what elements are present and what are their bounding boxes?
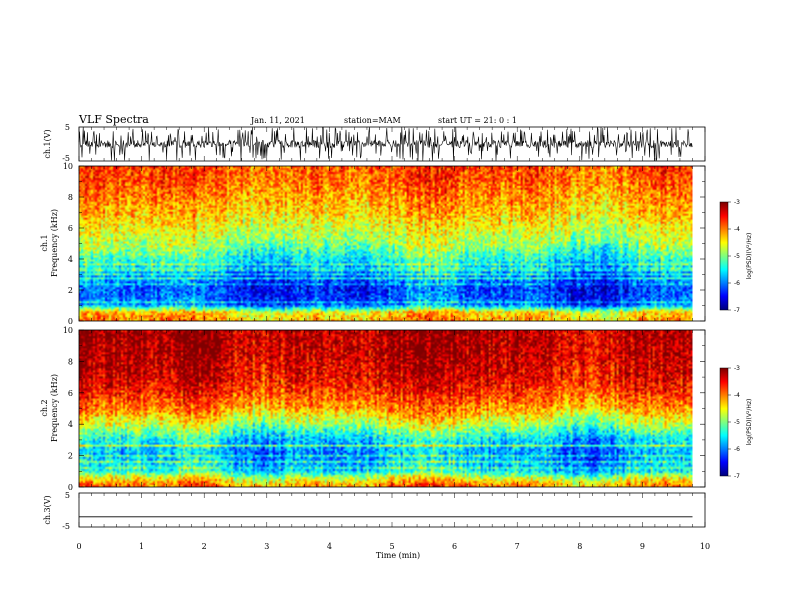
- ch2-colorbar-tick-label: -6: [734, 446, 740, 453]
- ch2-spec-ytick-label: 6: [68, 389, 73, 398]
- x-tick-label: 9: [640, 542, 645, 551]
- ch2-colorbar: -3 -4 -5 -6 -7 log(PSD)(V²/Hz): [719, 365, 753, 480]
- ch3-waveform-panel: 5 -5 ch.3(V): [43, 491, 706, 531]
- ch2-spec-ylabel-frequency: Frequency (kHz): [50, 374, 59, 442]
- ch1-colorbar-image: [720, 202, 728, 310]
- ch1-ylabel: ch.1(V): [43, 129, 52, 158]
- ch2-spec-ylabel-channel: ch.2: [40, 399, 49, 416]
- station-label: station=MAM: [344, 116, 401, 125]
- ch1-spectrogram-panel: 0 2 4 6 8 10 ch.1 Frequency (kHz) -3 -4 -5 -6 -7 …: [40, 162, 753, 326]
- ch2-spec-ytick-label: 2: [68, 452, 73, 461]
- x-tick-label: 10: [700, 542, 710, 551]
- ch1-ytick-top: 5: [65, 123, 70, 132]
- ch1-waveform-line: [78, 126, 693, 161]
- ch1-spec-ylabel-frequency: Frequency (kHz): [50, 209, 59, 277]
- ch2-spec-ytick-label: 8: [68, 357, 73, 366]
- ch2-spectrogram-panel: 0 2 4 6 8 10 ch.2 Frequency (kHz) -3 -4 -5 -6 -7 …: [40, 326, 753, 492]
- ch3-ytick-top: 5: [65, 491, 70, 500]
- ch1-spec-ytick-label: 10: [63, 162, 73, 171]
- ch1-colorbar-tick-label: -5: [734, 253, 740, 260]
- ch1-spec-ytick-label: 0: [68, 317, 73, 326]
- figure-title: VLF Spectra: [78, 113, 149, 126]
- ch2-spectrogram-image: [79, 330, 693, 487]
- ch2-spec-ytick-label: 4: [68, 420, 73, 429]
- ch2-colorbar-tick-label: -5: [734, 419, 740, 426]
- ch1-colorbar-tick-label: -7: [734, 307, 740, 314]
- ch2-colorbar-tick-label: -7: [734, 473, 740, 480]
- ch2-spec-ytick-label: 0: [68, 483, 73, 492]
- ch2-colorbar-label: log(PSD)(V²/Hz): [746, 399, 753, 446]
- ch3-ylabel: ch.3(V): [43, 495, 52, 524]
- x-tick-label: 4: [327, 542, 332, 551]
- x-axis-label: Time (min): [376, 551, 420, 560]
- start-time-label: start UT = 21: 0 : 1: [438, 116, 517, 125]
- x-tick-label: 2: [202, 542, 207, 551]
- ch2-colorbar-tick-label: -3: [734, 365, 740, 372]
- ch2-spec-ytick-label: 10: [63, 326, 73, 335]
- date-label: Jan. 11, 2021: [250, 116, 305, 125]
- x-tick-label: 0: [76, 542, 81, 551]
- ch1-spec-ylabel-channel: ch.1: [40, 234, 49, 251]
- ch1-spec-ytick-label: 8: [68, 193, 73, 202]
- ch2-colorbar-tick-label: -4: [734, 392, 740, 399]
- ch1-ytick-bottom: -5: [62, 154, 70, 163]
- ch1-waveform-panel: 5 -5 ch.1(V): [43, 123, 706, 163]
- ch1-colorbar-label: log(PSD)(V²/Hz): [746, 233, 753, 280]
- ch3-frame: [78, 492, 706, 528]
- ch1-colorbar: -3 -4 -5 -6 -7 log(PSD)(V²/Hz): [719, 199, 753, 314]
- x-tick-label: 5: [389, 542, 394, 551]
- ch1-colorbar-tick-label: -4: [734, 226, 740, 233]
- x-tick-label: 3: [264, 542, 269, 551]
- ch1-spec-ytick-label: 6: [68, 224, 73, 233]
- ch1-spectrogram-image: [79, 166, 693, 321]
- ch3-ytick-bottom: -5: [62, 522, 70, 531]
- x-tick-label: 7: [515, 542, 520, 551]
- x-tick-label: 6: [452, 542, 457, 551]
- ch2-colorbar-image: [720, 368, 728, 476]
- ch1-colorbar-tick-label: -3: [734, 199, 740, 206]
- x-tick-label: 8: [577, 542, 582, 551]
- ch1-colorbar-tick-label: -6: [734, 280, 740, 287]
- ch1-spec-ytick-label: 4: [68, 255, 73, 264]
- ch1-spec-ytick-label: 2: [68, 286, 73, 295]
- x-tick-label: 1: [139, 542, 144, 551]
